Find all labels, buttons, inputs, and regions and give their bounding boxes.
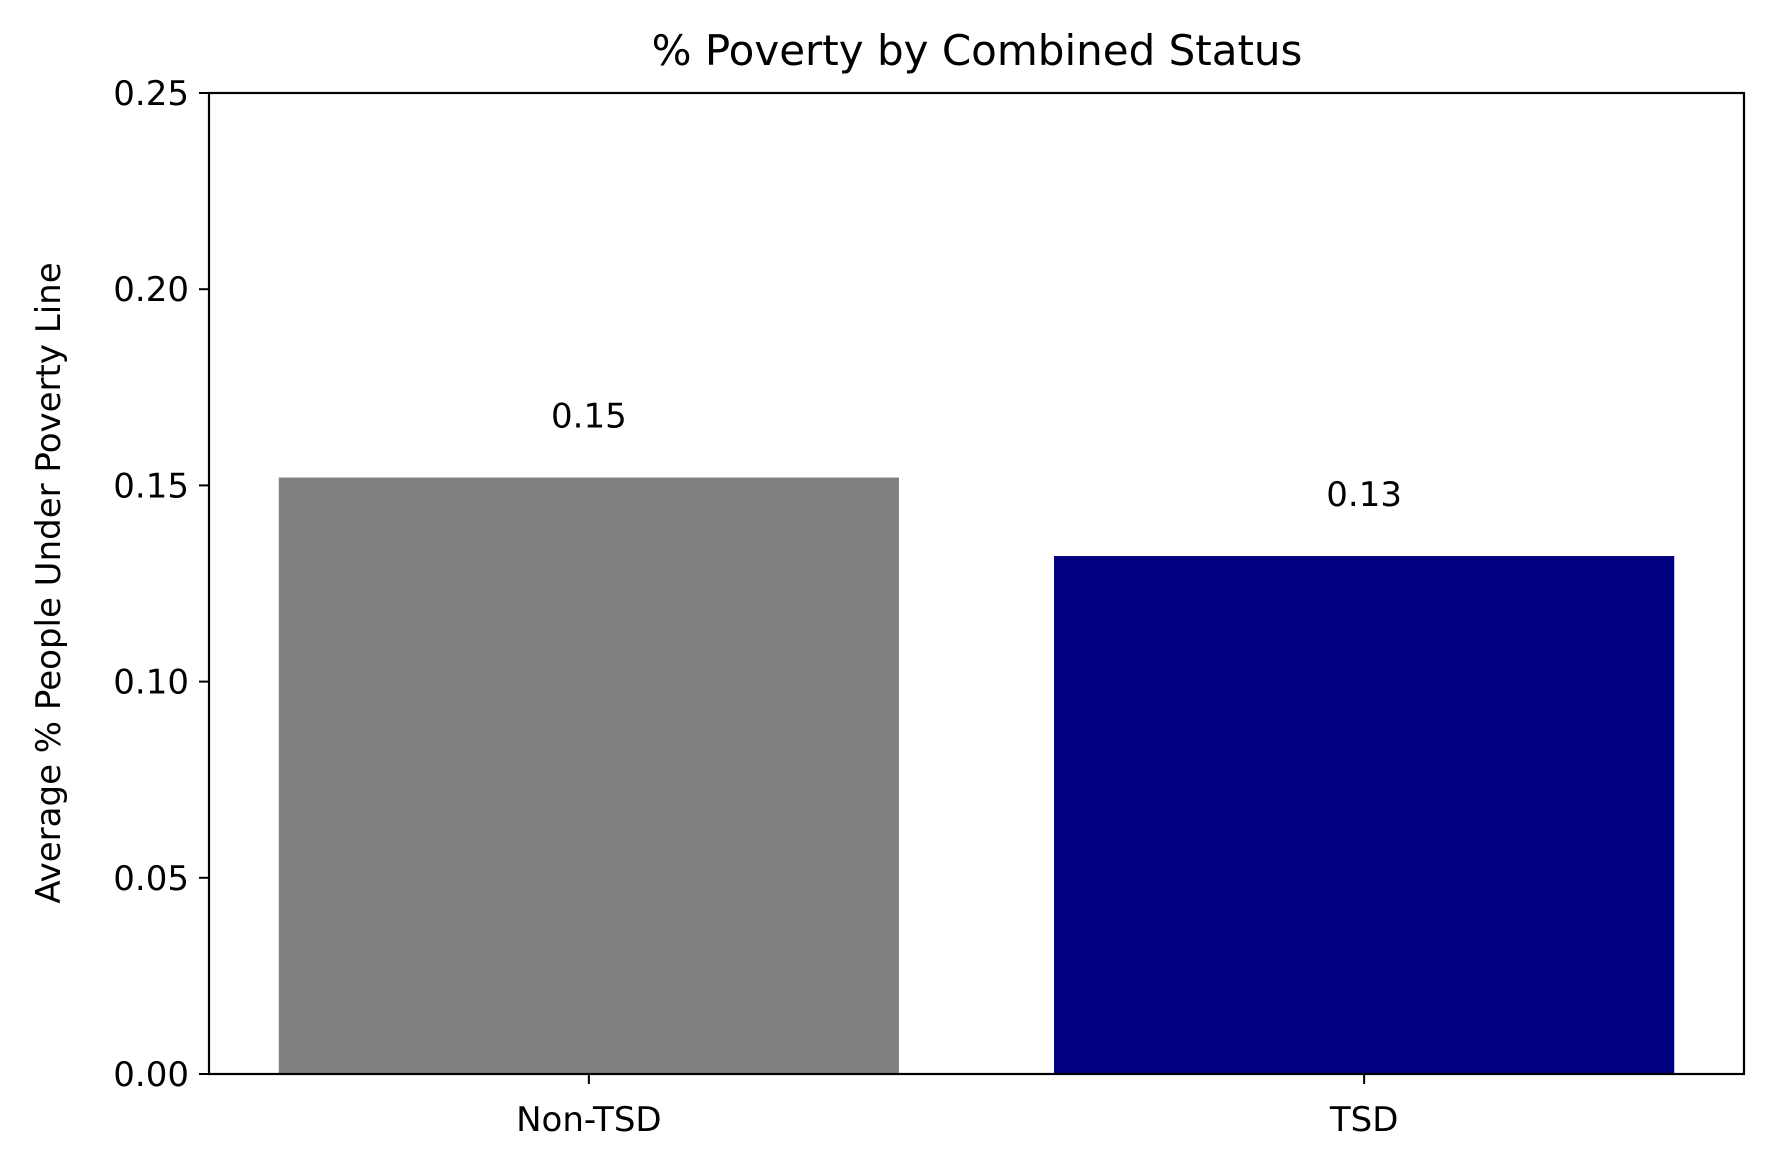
bar-value-label: 0.13 [1326, 475, 1402, 515]
y-tick-label: 0.25 [113, 74, 189, 114]
bar-value-label: 0.15 [551, 397, 627, 437]
y-axis-label: Average % People Under Poverty Line [29, 262, 69, 903]
bar-non-tsd [278, 477, 899, 1074]
y-axis-ticks: 0.00 0.05 0.10 0.15 0.20 0.25 [113, 74, 209, 1095]
x-tick-label: TSD [1329, 1100, 1399, 1140]
plot-area-frame [207, 91, 1746, 1076]
y-tick-label: 0.05 [113, 859, 189, 899]
y-tick-label: 0.20 [113, 270, 189, 310]
x-axis-ticks: Non-TSD TSD [516, 1074, 1398, 1140]
value-labels-group: 0.15 0.13 [551, 397, 1402, 515]
y-tick-label: 0.00 [113, 1055, 189, 1095]
y-tick-label: 0.10 [113, 663, 189, 703]
bars-group [278, 477, 1675, 1074]
bar-tsd [1054, 556, 1675, 1074]
x-tick-label: Non-TSD [516, 1100, 661, 1140]
y-tick-label: 0.15 [113, 466, 189, 506]
chart-title: % Poverty by Combined Status [652, 26, 1303, 75]
